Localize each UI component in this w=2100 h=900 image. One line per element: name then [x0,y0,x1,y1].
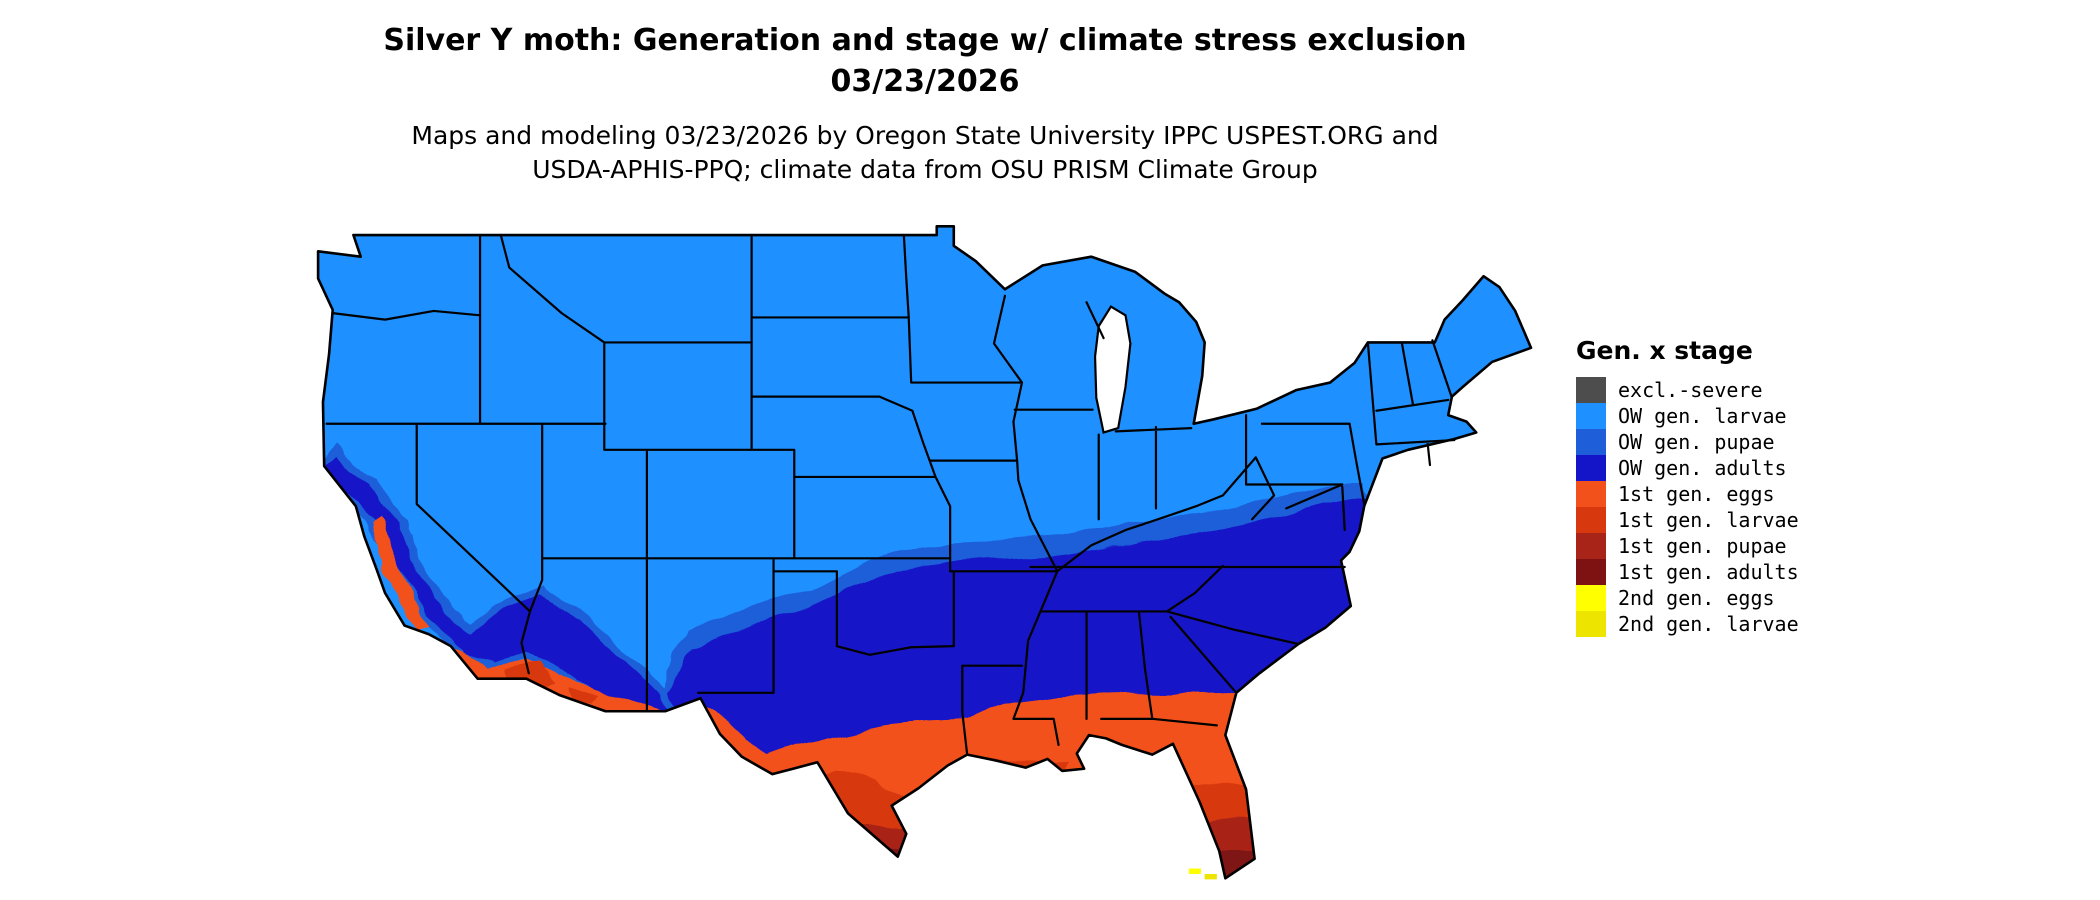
us-outline [318,226,1531,878]
map-title-line2: 03/23/2026 [830,64,1020,100]
legend-item: OW gen. pupae [1576,429,1799,455]
legend-label: 1st gen. larvae [1618,508,1799,532]
us-map [312,222,1542,900]
region-keys-2nd-eggs [1188,868,1202,874]
map-subtitle: Maps and modeling 03/23/2026 by Oregon S… [0,119,1850,187]
legend-swatch [1576,611,1606,637]
legend-swatch [1576,429,1606,455]
legend-label: OW gen. larvae [1618,404,1787,428]
legend-swatch [1576,481,1606,507]
map-title-line1: Silver Y moth: Generation and stage w/ c… [383,23,1467,58]
legend-item: 2nd gen. eggs [1576,585,1799,611]
legend-swatch [1576,559,1606,585]
legend-swatch [1576,455,1606,481]
legend-item: 1st gen. larvae [1576,507,1799,533]
legend-item: 2nd gen. larvae [1576,611,1799,637]
legend-label: 1st gen. pupae [1618,534,1787,558]
stage-regions [318,226,1532,879]
legend-item: OW gen. adults [1576,455,1799,481]
map-title: Silver Y moth: Generation and stage w/ c… [0,20,1850,103]
legend-label: excl.-severe [1618,378,1763,402]
legend-item: excl.-severe [1576,377,1799,403]
region-central-valley [370,519,433,633]
legend-label: 2nd gen. larvae [1618,612,1799,636]
legend-label: 1st gen. adults [1618,560,1799,584]
map-subtitle-line2: USDA-APHIS-PPQ; climate data from OSU PR… [532,154,1318,184]
legend-swatch [1576,403,1606,429]
region-keys-2nd-larvae [1204,873,1217,880]
legend-title: Gen. x stage [1576,336,1753,365]
legend-item: 1st gen. adults [1576,559,1799,585]
legend-item: OW gen. larvae [1576,403,1799,429]
legend-label: OW gen. adults [1618,456,1787,480]
legend-items: excl.-severe OW gen. larvae OW gen. pupa… [1576,377,1799,637]
header: Silver Y moth: Generation and stage w/ c… [0,20,1850,187]
region-tx-1st-adults [869,849,919,879]
legend-label: 1st gen. eggs [1618,482,1775,506]
legend-swatch [1576,507,1606,533]
map-subtitle-line1: Maps and modeling 03/23/2026 by Oregon S… [411,120,1439,150]
legend-swatch [1576,377,1606,403]
legend-swatch [1576,533,1606,559]
region-tx-1st-pupae [835,829,926,879]
legend-label: 2nd gen. eggs [1618,586,1775,610]
legend-label: OW gen. pupae [1618,430,1775,454]
legend: Gen. x stage excl.-severe OW gen. larvae… [1576,336,1799,637]
region-sw-1st-larvae [509,660,595,706]
state-borders [327,235,1455,755]
legend-swatch [1576,585,1606,611]
region-sw-ow-adults [321,455,680,722]
legend-item: 1st gen. pupae [1576,533,1799,559]
legend-item: 1st gen. eggs [1576,481,1799,507]
